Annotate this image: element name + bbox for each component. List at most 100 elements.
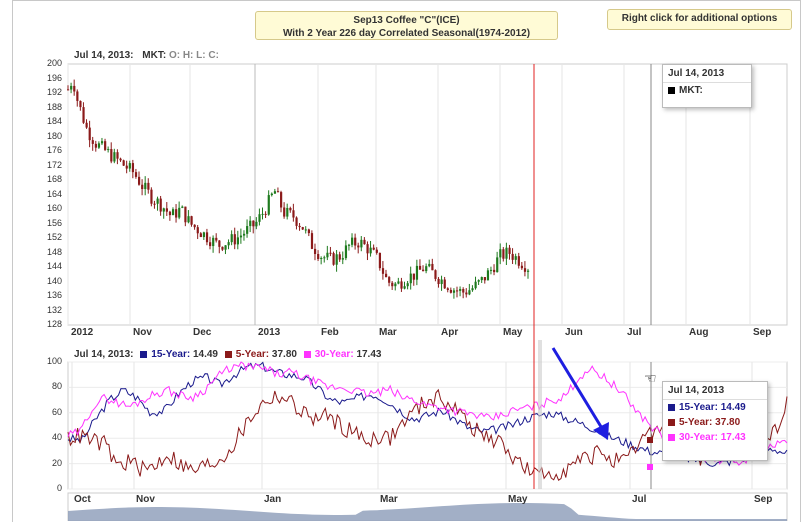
ohlc-body (397, 281, 400, 284)
ohlc-body (165, 208, 168, 212)
top-header-date: Jul 14, 2013: (74, 50, 134, 61)
ohlc-body (465, 292, 468, 295)
bottom-header: Jul 14, 2013: 15-Year: 14.49 5-Year: 37.… (74, 349, 381, 360)
top-header-mkt: MKT: (142, 50, 167, 61)
ohlc-body (292, 210, 295, 218)
top-ytick-label: 152 (46, 232, 62, 242)
ohlc-body (347, 244, 351, 246)
ohlc-body (224, 245, 227, 250)
ohlc-body (100, 141, 104, 144)
ohlc-body (82, 107, 85, 123)
ohlc-body (190, 216, 193, 225)
ohlc-body (233, 234, 236, 245)
top-header-open: O: (168, 50, 181, 61)
top-header: Jul 14, 2013: MKT: O: H: L: C: (74, 50, 219, 61)
ohlc-body (88, 127, 91, 141)
annotation-arrow-shaft (551, 347, 605, 431)
options-button[interactable]: Right click for additional options (607, 9, 792, 30)
navigator-area (68, 503, 787, 521)
ohlc-body (67, 89, 70, 91)
ohlc-body (94, 143, 97, 148)
top-tooltip-date: Jul 14, 2013 (663, 65, 751, 83)
cursor-dot-30 (647, 464, 653, 470)
ohlc-body (493, 269, 496, 273)
ohlc-body (264, 213, 267, 215)
bottom-ytick-label: 100 (46, 356, 62, 366)
ohlc-body (418, 265, 422, 270)
bottom-xtick-label: Mar (380, 494, 398, 505)
bottom-ytick-label: 60 (51, 406, 62, 417)
top-xtick-label: Aug (689, 327, 709, 338)
cursor-dot-5 (647, 437, 653, 443)
ohlc-body (391, 282, 394, 287)
top-ytick-label: 176 (46, 145, 62, 155)
ohlc-body (91, 140, 94, 144)
top-xtick-label: Nov (133, 327, 152, 338)
ohlc-body (394, 283, 397, 287)
legend-15-value: 14.49 (192, 349, 218, 360)
top-ytick-label: 188 (46, 101, 62, 112)
ohlc-body (425, 266, 428, 272)
ohlc-body (313, 248, 317, 255)
ohlc-body (255, 221, 258, 227)
ohlc-body (384, 273, 388, 278)
legend-5-label: 5-Year: (235, 349, 270, 360)
bottom-ytick-label: 80 (51, 381, 62, 392)
top-ytick-label: 164 (46, 188, 62, 199)
ohlc-body (486, 270, 490, 281)
ohlc-body (97, 143, 101, 148)
ohlc-body (107, 149, 110, 151)
ohlc-body (144, 182, 147, 190)
ohlc-body (242, 233, 246, 236)
ohlc-body (468, 290, 471, 295)
ohlc-body (128, 163, 131, 169)
ohlc-body (298, 225, 301, 228)
ohlc-body (73, 85, 76, 92)
ohlc-body (199, 233, 202, 238)
ohlc-body (246, 226, 249, 234)
bottom-header-date: Jul 14, 2013: (74, 349, 134, 360)
ohlc-body (474, 281, 477, 289)
title-line-2: With 2 Year 226 day Correlated Seasonal(… (282, 28, 531, 39)
ohlc-body (187, 216, 190, 223)
ohlc-body (122, 160, 125, 166)
top-ytick-label: 128 (46, 319, 62, 329)
top-xtick-label: Jun (565, 327, 583, 338)
ohlc-body (434, 270, 437, 279)
tip-15-text: 15-Year: 14.49 (679, 402, 746, 413)
ohlc-body (162, 208, 165, 212)
ohlc-body (366, 244, 369, 254)
legend-5-swatch (224, 350, 232, 358)
ohlc-body (280, 192, 283, 208)
scrollbar[interactable] (800, 40, 810, 340)
ohlc-body (351, 237, 354, 245)
ohlc-body (221, 246, 224, 250)
top-tooltip-swatch (668, 86, 675, 94)
ohlc-body (147, 182, 150, 190)
ohlc-body (85, 122, 88, 128)
ohlc-body (110, 149, 113, 162)
top-xtick-label: Jul (627, 327, 642, 338)
ohlc-body (125, 165, 128, 169)
ohlc-body (104, 141, 107, 150)
ohlc-body (205, 232, 209, 243)
top-xtick-label: Mar (379, 327, 397, 338)
ohlc-body (517, 256, 520, 266)
ohlc-body (354, 237, 357, 246)
ohlc-body (511, 253, 514, 260)
ohlc-body (440, 279, 443, 285)
tip-5-swatch (668, 418, 675, 426)
ohlc-body (181, 206, 184, 208)
ohlc-body (212, 237, 215, 247)
top-ytick-label: 140 (46, 275, 62, 286)
ohlc-body (267, 195, 270, 215)
ohlc-body (357, 245, 360, 248)
ohlc-body (514, 256, 517, 260)
ohlc-body (449, 289, 453, 293)
ohlc-body (276, 191, 280, 193)
ohlc-body (341, 258, 344, 260)
ohlc-body (477, 280, 480, 282)
legend-30-value: 17.43 (356, 349, 382, 360)
top-ytick-label: 160 (46, 203, 62, 213)
ohlc-body (437, 278, 440, 285)
